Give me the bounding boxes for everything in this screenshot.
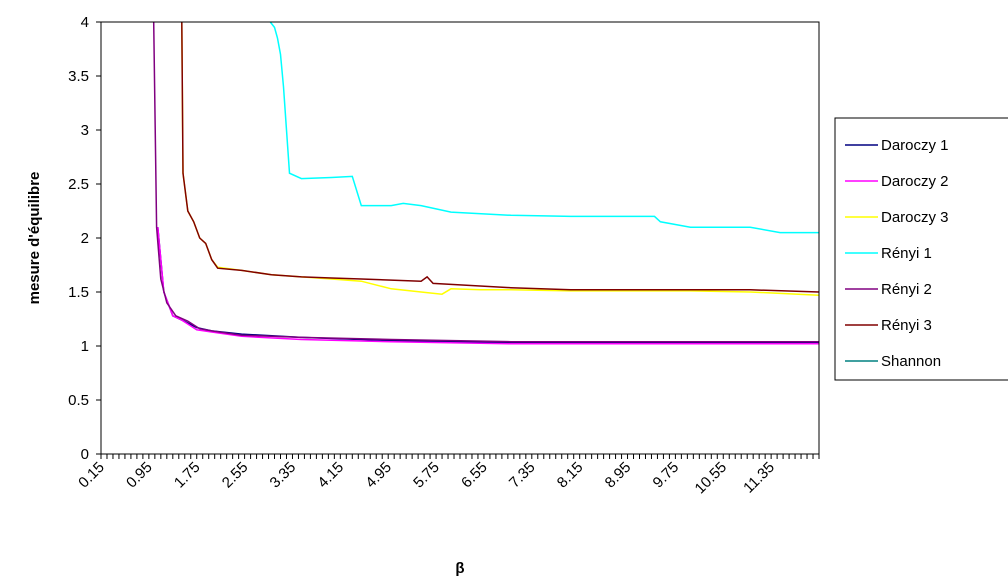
- y-axis-title: mesure d'équilibre: [26, 172, 43, 305]
- y-tick-label: 4: [81, 14, 89, 31]
- legend-label: Rényi 3: [881, 317, 932, 334]
- legend-label: Rényi 1: [881, 245, 932, 262]
- legend-label: Daroczy 3: [881, 209, 949, 226]
- series-line-1: [157, 227, 819, 344]
- y-tick-label: 0.5: [68, 392, 89, 409]
- x-tick-label: 9.75: [650, 459, 683, 492]
- x-tick-label: 6.55: [458, 459, 491, 492]
- y-tick-label: 1: [81, 338, 89, 355]
- legend-label: Daroczy 1: [881, 137, 949, 154]
- y-tick-label: 2.5: [68, 176, 89, 193]
- y-axis-ticks: 0 0.5 1 1.5 2 2.5 3 3.5 4: [68, 14, 101, 463]
- y-tick-label: 2: [81, 230, 89, 247]
- series-line-2: [157, 227, 819, 345]
- y-tick-label: 3.5: [68, 68, 89, 85]
- y-tick-label: 1.5: [68, 284, 89, 301]
- x-tick-label: 0.95: [123, 459, 156, 492]
- plot-area-frame: [100, 21, 820, 455]
- legend-label: Rényi 2: [881, 281, 932, 298]
- legend-label: Shannon: [881, 353, 941, 370]
- y-tick-label: 0: [81, 446, 89, 463]
- x-tick-label: 4.15: [314, 459, 347, 492]
- series-line-5: [152, 22, 819, 343]
- x-tick-label: 3.35: [267, 459, 300, 492]
- series-line-6: [181, 22, 819, 293]
- x-tick-label: 7.35: [506, 459, 539, 492]
- legend-label: Daroczy 2: [881, 173, 949, 190]
- x-tick-label: 2.55: [219, 459, 252, 492]
- series-line-4: [269, 22, 819, 234]
- x-tick-label: 8.15: [554, 459, 587, 492]
- x-tick-label: 4.95: [362, 459, 395, 492]
- x-tick-label: 10.55: [692, 459, 731, 498]
- legend: Daroczy 1 Daroczy 2 Daroczy 3 Rényi 1 Rényi …: [834, 117, 1008, 381]
- x-tick-label: 1.75: [171, 459, 204, 492]
- x-axis-ticks: 0.15 0.95 1.75 2.55 3.35 4.15 4.95 5.75 6.55 7.35…: [75, 454, 820, 498]
- x-tick-label: 5.75: [410, 459, 443, 492]
- series-lines: [152, 22, 819, 345]
- x-tick-label: 11.35: [740, 459, 778, 497]
- x-tick-label: 8.95: [602, 459, 635, 492]
- series-line-3: [181, 22, 819, 296]
- y-tick-label: 3: [81, 122, 89, 139]
- x-tick-label: 0.15: [75, 459, 108, 492]
- x-axis-title: β: [455, 560, 464, 577]
- legend-box: [834, 117, 1008, 381]
